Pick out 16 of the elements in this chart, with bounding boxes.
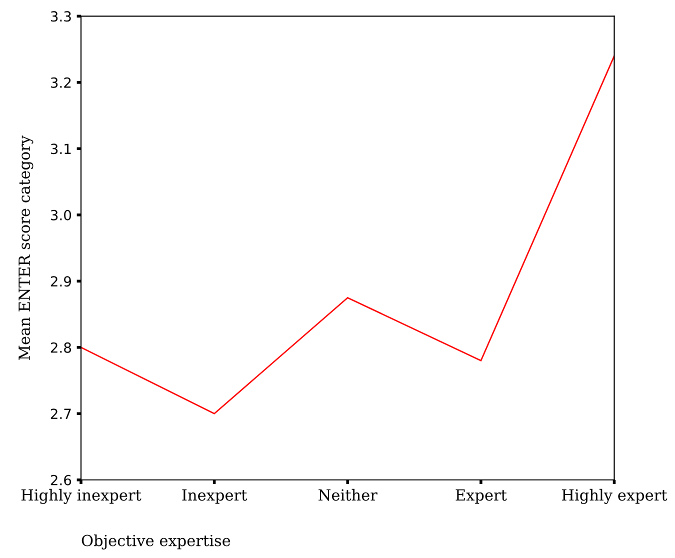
x-tick-label: Highly inexpert [21,488,142,504]
y-tick-label: 2.9 [50,276,71,287]
line-series [81,55,614,414]
x-tick-label: Expert [456,489,507,504]
y-axis-title: Mean ENTER score category [18,135,34,360]
y-tick-label: 3.1 [50,144,71,154]
x-axis-title: Objective expertise [82,534,230,550]
y-tick-label: 2.8 [50,342,72,353]
y-tick-label: 3.3 [50,11,71,22]
y-tick-label: 3.2 [50,77,71,88]
y-tick-label: 2.7 [50,408,71,419]
x-tick-label: Neither [318,488,378,501]
x-tick-label: Inexpert [182,489,248,504]
y-tick-label: 2.6 [50,474,72,486]
y-tick-label: 3.0 [50,210,72,220]
x-tick-label: Highly expert [562,488,668,504]
